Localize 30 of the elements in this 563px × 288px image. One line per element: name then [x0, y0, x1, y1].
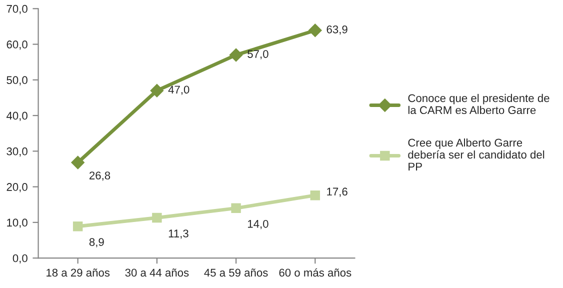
data-label: 17,6 [327, 188, 348, 197]
x-tick-label: 30 a 44 años [125, 268, 189, 277]
data-label: 63,9 [326, 25, 348, 35]
point [71, 156, 84, 170]
data-label: 47,0 [168, 86, 190, 95]
point [308, 24, 322, 37]
x-tick-label: 18 a 29 años [46, 268, 110, 277]
data-label: 26,8 [90, 172, 110, 181]
y-tick-label: 20,0 [6, 183, 28, 192]
point [72, 221, 83, 232]
data-label: 14,0 [248, 220, 268, 230]
y-tick-label: 60,0 [6, 40, 28, 50]
data-label: 8,9 [89, 238, 104, 248]
legend-label: Conoce que el presidente de la CARM es Alberto Garre [408, 94, 550, 114]
point [152, 212, 162, 223]
point [310, 190, 320, 200]
point [229, 48, 243, 62]
point [231, 203, 241, 214]
legend-label: Cree que Alberto Garre debería ser el candidato del PP [408, 138, 544, 170]
point [150, 84, 164, 98]
y-tick-label: 70,0 [6, 4, 28, 14]
y-tick-label: 40,0 [6, 112, 28, 121]
x-tick-label: 45 a 59 años [204, 268, 268, 277]
data-label: 57,0 [248, 50, 268, 60]
data-label: 11,3 [168, 230, 188, 239]
y-tick-label: 0,0 [12, 254, 28, 264]
x-tick-label: 60 o más años [279, 268, 352, 277]
y-tick-label: 10,0 [7, 218, 28, 228]
y-tick-label: 30,0 [6, 147, 28, 157]
y-tick-label: 50,0 [6, 76, 28, 86]
